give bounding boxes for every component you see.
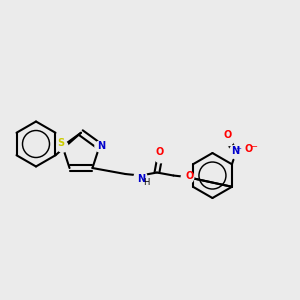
Text: −: − xyxy=(250,142,257,151)
Text: N: N xyxy=(137,174,145,184)
Text: O: O xyxy=(185,171,194,182)
Text: N: N xyxy=(231,146,239,156)
Text: O: O xyxy=(244,144,253,154)
Text: H: H xyxy=(143,178,149,187)
Text: O: O xyxy=(223,130,232,140)
Text: O: O xyxy=(156,146,164,157)
Text: +: + xyxy=(236,146,242,152)
Text: S: S xyxy=(57,138,64,148)
Text: N: N xyxy=(97,141,105,151)
